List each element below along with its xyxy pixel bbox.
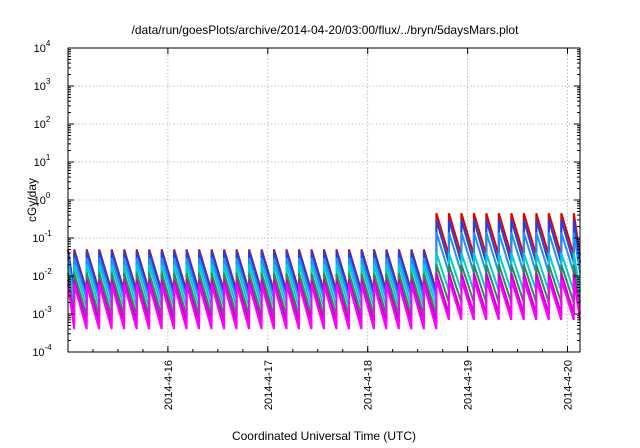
- axis-ticks: 10-4 10-3 10-2 10-1 100 101 102 103 104 2014-4-16…: [32, 39, 580, 410]
- series-layer: [67, 212, 581, 330]
- y-tick-label: 10-1: [32, 229, 52, 245]
- y-tick-label: 100: [34, 191, 51, 207]
- y-axis-label: cGy/day: [25, 178, 39, 222]
- x-tick-label: 2014-4-20: [563, 360, 575, 410]
- y-tick-label: 102: [34, 115, 51, 131]
- x-tick-label: 2014-4-18: [363, 360, 375, 410]
- x-tick-label: 2014-4-16: [163, 360, 175, 410]
- y-tick-label: 10-4: [32, 343, 52, 359]
- x-tick-label: 2014-4-19: [463, 360, 475, 410]
- y-tick-label: 10-2: [32, 267, 52, 283]
- y-tick-label: 10-3: [32, 305, 52, 321]
- plot-frame: [67, 47, 581, 353]
- y-tick-label: 103: [34, 77, 51, 93]
- chart-title: /data/run/goesPlots/archive/2014-04-20/0…: [132, 23, 520, 37]
- y-tick-label: 101: [34, 153, 51, 169]
- series-line-7: [67, 279, 581, 330]
- x-tick-label: 2014-4-17: [263, 360, 275, 410]
- y-tick-label: 104: [34, 39, 51, 55]
- x-axis-label: Coordinated Universal Time (UTC): [232, 429, 416, 443]
